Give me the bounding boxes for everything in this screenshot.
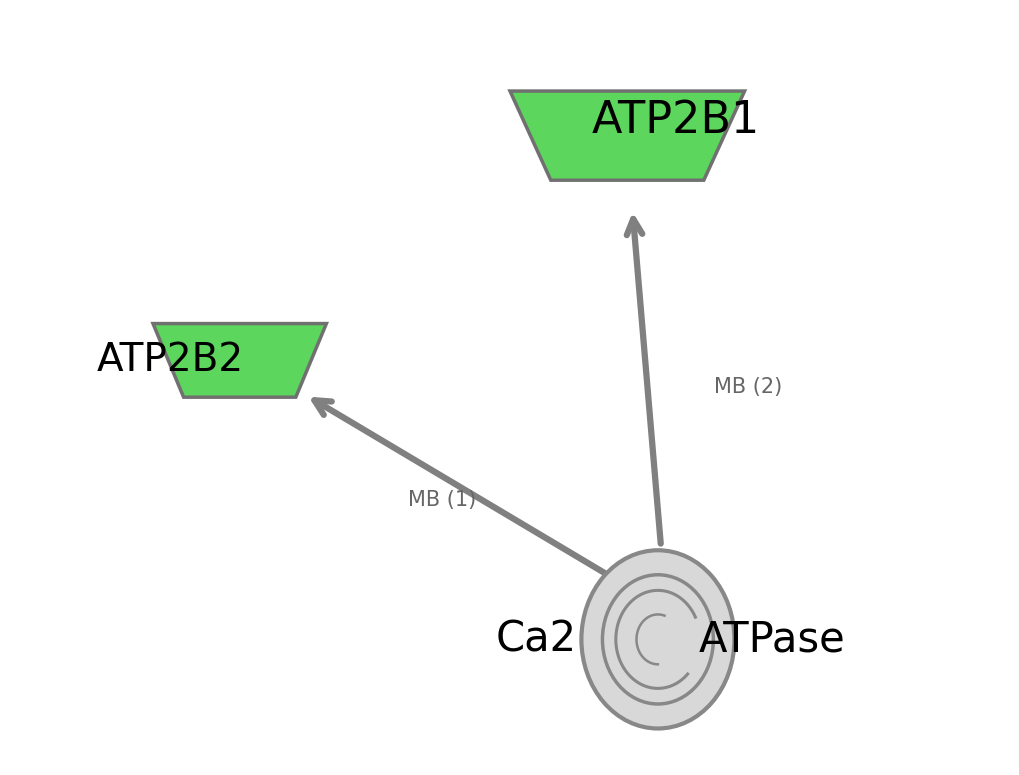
Text: Ca2: Ca2 xyxy=(495,618,576,660)
Polygon shape xyxy=(510,91,744,181)
Text: MB (2): MB (2) xyxy=(713,377,782,398)
Text: ATP2B2: ATP2B2 xyxy=(97,341,244,380)
Polygon shape xyxy=(153,324,326,397)
Text: MB (1): MB (1) xyxy=(408,490,476,510)
Ellipse shape xyxy=(581,550,734,728)
Text: ATP2B1: ATP2B1 xyxy=(591,98,759,142)
Text: ATPase: ATPase xyxy=(698,618,845,660)
